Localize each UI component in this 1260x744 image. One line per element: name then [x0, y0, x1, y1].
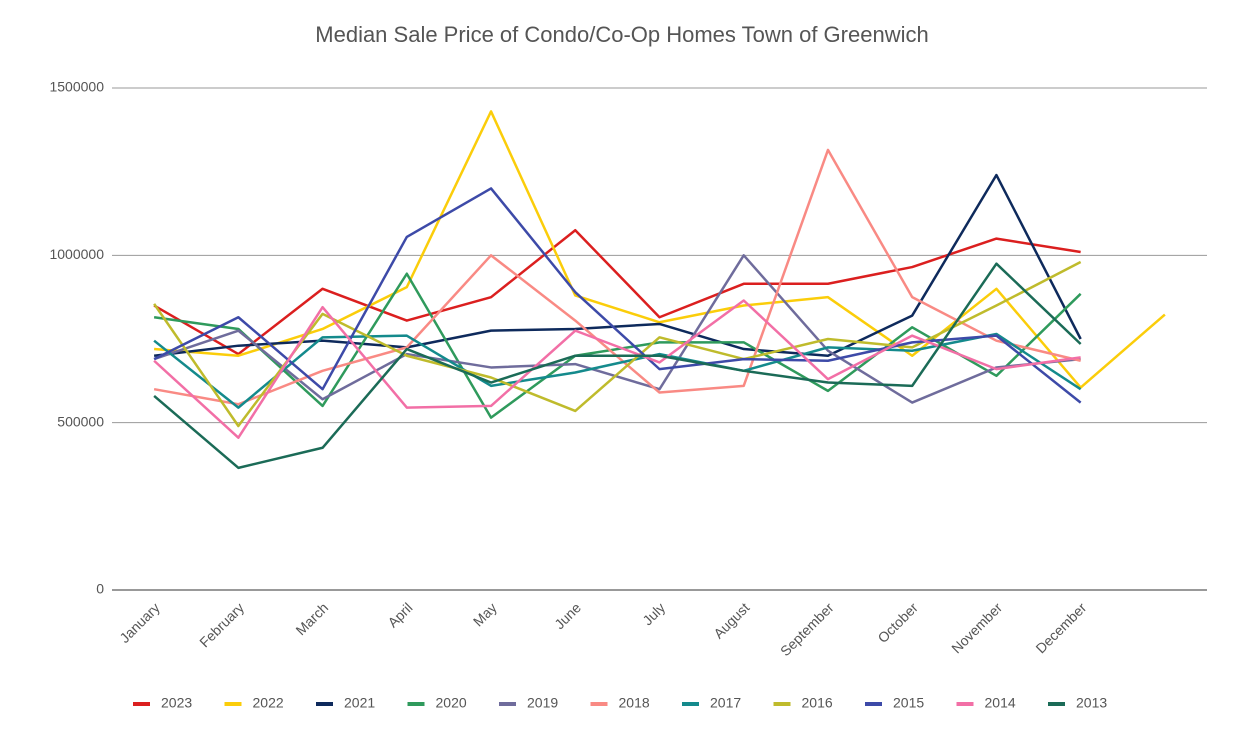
x-tick-label: August	[710, 599, 752, 641]
y-tick-label: 500000	[57, 413, 104, 429]
y-tick-label: 1500000	[49, 79, 104, 95]
legend-label: 2014	[985, 695, 1016, 711]
series-line	[153, 173, 1082, 357]
series-line	[153, 148, 1081, 406]
legend-label: 2019	[527, 695, 558, 711]
series-line	[153, 332, 1082, 409]
x-tick-label: July	[639, 599, 668, 628]
x-tick-label: April	[384, 599, 415, 630]
legend-label: 2016	[802, 695, 833, 711]
legend-label: 2023	[161, 695, 192, 711]
series-line	[153, 262, 1082, 470]
y-tick-label: 0	[96, 581, 104, 597]
x-tick-label: June	[551, 599, 584, 632]
x-tick-label: January	[116, 599, 163, 646]
x-tick-label: October	[874, 599, 921, 646]
legend-label: 2013	[1076, 695, 1107, 711]
chart-title: Median Sale Price of Condo/Co-Op Homes T…	[315, 22, 928, 47]
series-line	[153, 187, 1082, 404]
legend-label: 2022	[253, 695, 284, 711]
series-line	[154, 110, 1166, 389]
legend-label: 2017	[710, 695, 741, 711]
series-line	[153, 272, 1082, 419]
legend-label: 2018	[619, 695, 650, 711]
legend-label: 2020	[436, 695, 467, 711]
y-tick-label: 1000000	[49, 246, 104, 262]
legend-label: 2015	[893, 695, 924, 711]
x-tick-label: March	[292, 599, 331, 638]
x-tick-label: February	[196, 599, 247, 650]
series-line	[153, 254, 1081, 404]
series-line	[153, 228, 1081, 356]
x-tick-label: September	[777, 599, 837, 659]
series-line	[153, 299, 1081, 439]
x-tick-label: May	[470, 599, 500, 629]
x-tick-label: December	[1032, 599, 1089, 656]
x-tick-label: November	[948, 599, 1005, 656]
legend-label: 2021	[344, 695, 375, 711]
